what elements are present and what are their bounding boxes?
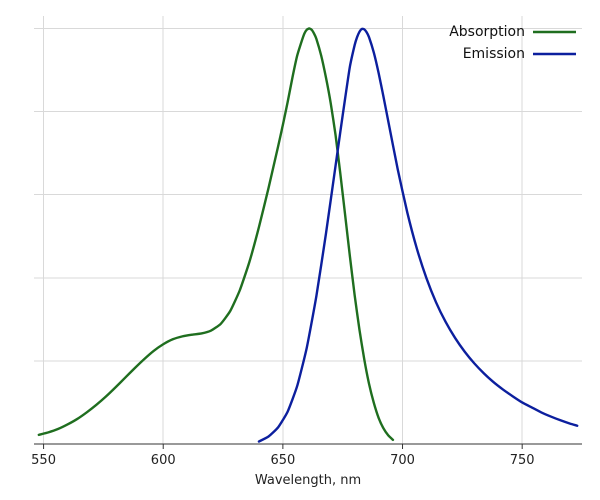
x-tick-label: 650 bbox=[270, 453, 295, 468]
spectrum-chart: 550 600 650 700 750 Wavelength, nm Absorption E… bbox=[0, 0, 600, 500]
legend-label-absorption: Absorption bbox=[449, 24, 525, 40]
x-tick-label: 600 bbox=[151, 453, 176, 468]
x-axis-label: Wavelength, nm bbox=[255, 473, 361, 488]
x-tick-label: 750 bbox=[510, 453, 535, 468]
x-tick-label: 550 bbox=[31, 453, 56, 468]
legend-label-emission: Emission bbox=[463, 46, 525, 62]
x-tick-label: 700 bbox=[390, 453, 415, 468]
chart-svg: 550 600 650 700 750 Wavelength, nm Absorption E… bbox=[0, 0, 600, 500]
